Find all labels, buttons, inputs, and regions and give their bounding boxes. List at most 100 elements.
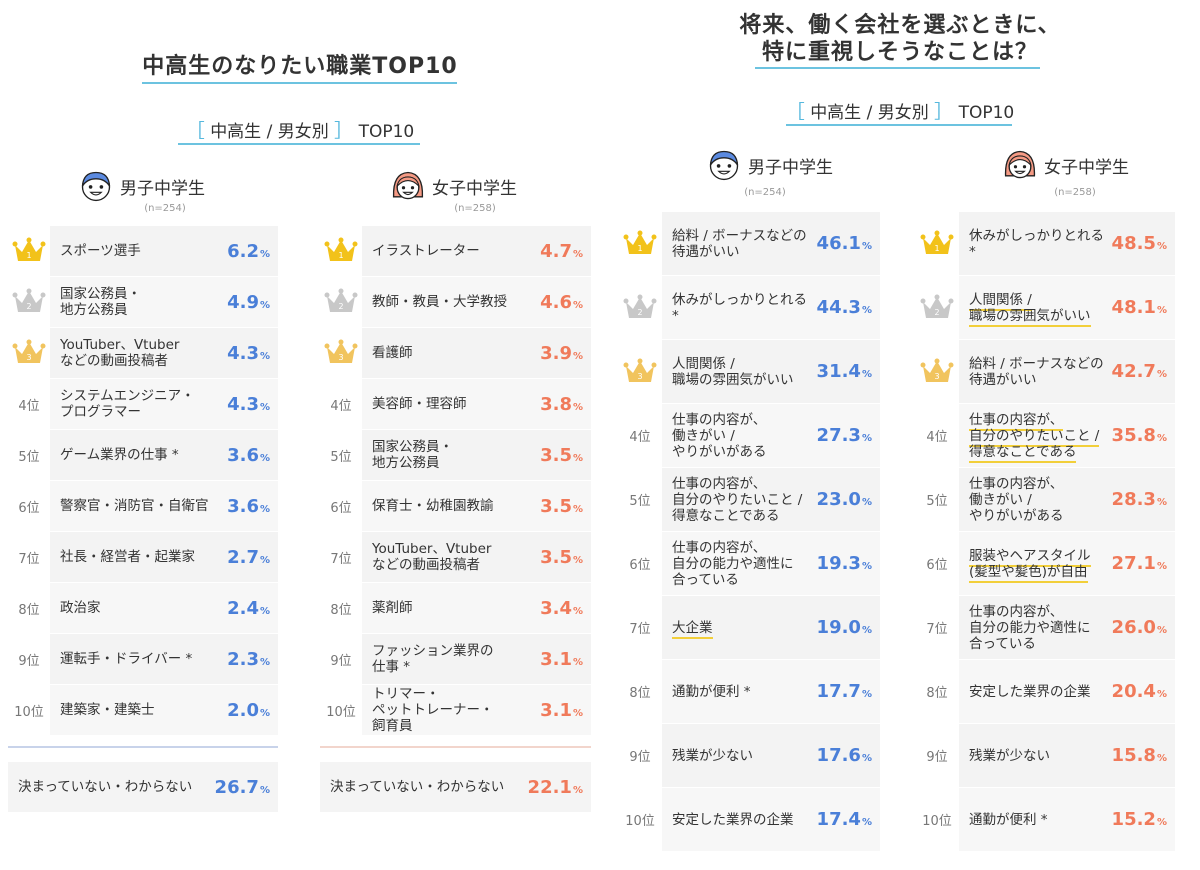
ranking-row: 9位 残業が少ない 17.6% <box>618 724 880 787</box>
ranking-cell: 政治家 2.4% <box>50 583 278 633</box>
item-value: 17.6% <box>816 745 872 766</box>
ranking-cell: 給料 / ボーナスなどの 待遇がいい 46.1% <box>662 212 880 275</box>
svg-text:3: 3 <box>26 353 31 362</box>
subtitle-text: 中高生 / 男女別 <box>210 122 329 142</box>
ranking-cell: 仕事の内容が、 自分の能力や適性に 合っている 26.0% <box>959 596 1175 659</box>
ranking-row: 8位 政治家 2.4% <box>8 583 278 633</box>
undecided-label: 決まっていない・わからない <box>18 779 193 795</box>
boy-face-icon <box>81 171 111 202</box>
ranking-cell: 仕事の内容が、 自分のやりたいこと / 得意なことである 35.8% <box>959 404 1175 467</box>
right-title-underline <box>755 67 1040 69</box>
item-value: 27.3% <box>816 425 872 446</box>
item-label: システムエンジニア・ プログラマー <box>60 388 195 420</box>
bronze-crown-icon: 3 <box>324 339 358 363</box>
item-label: YouTuber、Vtuber などの動画投稿者 <box>372 541 492 573</box>
item-label: 人間関係 / 職場の雰囲気がいい <box>969 291 1091 327</box>
rank-marker: 9位 <box>330 653 352 669</box>
item-label: 残業が少ない <box>672 747 753 764</box>
bracket-close: ］ <box>934 101 954 123</box>
divider <box>320 746 591 748</box>
item-label: イラストレーター <box>372 243 480 259</box>
item-label: トリマー・ ペットトレーナー・ 飼育員 <box>372 686 494 734</box>
ranking-cell: 仕事の内容が、 自分の能力や適性に 合っている 19.3% <box>662 532 880 595</box>
ranking-row: 5位 国家公務員・ 地方公務員 3.5% <box>320 430 591 480</box>
ranking-cell: 仕事の内容が、 自分のやりたいこと / 得意なことである 23.0% <box>662 468 880 531</box>
svg-text:3: 3 <box>338 353 343 362</box>
item-label: 仕事の内容が、 働きがい / やりがいがある <box>672 411 767 460</box>
bronze-crown-icon: 3 <box>920 358 954 382</box>
rank-marker: 3 <box>8 328 50 378</box>
ranking-row: 6位 服装やヘアスタイル (髪型や髪色)が自由 27.1% <box>915 532 1175 595</box>
rank-marker: 5位 <box>18 449 40 465</box>
item-value: 3.8% <box>540 393 583 415</box>
rank-marker: 1 <box>320 226 362 276</box>
ranking-row: 1 スポーツ選手 6.2% <box>8 226 278 276</box>
rank-marker: 7位 <box>18 551 40 567</box>
rank-marker: 7位 <box>629 622 651 637</box>
item-label: 残業が少ない <box>969 747 1050 764</box>
silver-crown-icon: 2 <box>324 288 358 312</box>
rank-marker: 7位 <box>330 551 352 567</box>
item-value: 27.1% <box>1111 553 1167 574</box>
ranking-cell: 建築家・建築士 2.0% <box>50 685 278 735</box>
ranking-cell: YouTuber、Vtuber などの動画投稿者 3.5% <box>362 532 591 582</box>
bracket-open: ［ <box>785 101 805 123</box>
bronze-crown-icon: 3 <box>12 339 46 363</box>
gender-label: 男子中学生 <box>748 157 833 178</box>
ranking-cell: 休みがしっかりとれる * 48.5% <box>959 212 1175 275</box>
ranking-cell: 安定した業界の企業 17.4% <box>662 788 880 851</box>
item-label: 人間関係 / 職場の雰囲気がいい <box>672 355 794 388</box>
item-value: 19.0% <box>816 617 872 638</box>
ranking-row: 2 教師・教員・大学教授 4.6% <box>320 277 591 327</box>
rank-marker: 3 <box>915 340 959 403</box>
boys-header: 男子中学生 <box>706 147 833 183</box>
item-value: 31.4% <box>816 361 872 382</box>
item-label: 教師・教員・大学教授 <box>372 294 507 310</box>
ranking-row: 5位 ゲーム業界の仕事 * 3.6% <box>8 430 278 480</box>
ranking-row: 1 イラストレーター 4.7% <box>320 226 591 276</box>
item-value: 48.5% <box>1111 233 1167 254</box>
ranking-row: 10位 安定した業界の企業 17.4% <box>618 788 880 851</box>
item-value: 15.8% <box>1111 745 1167 766</box>
ranking-row: 3 看護師 3.9% <box>320 328 591 378</box>
undecided-row: 決まっていない・わからない 26.7% <box>8 762 278 812</box>
item-label: 仕事の内容が、 自分のやりたいこと / 得意なことである <box>672 475 803 524</box>
item-value: 3.9% <box>540 342 583 364</box>
item-label: 休みがしっかりとれる * <box>672 291 807 324</box>
ranking-cell: 残業が少ない 17.6% <box>662 724 880 787</box>
ranking-row: 1 休みがしっかりとれる * 48.5% <box>915 212 1175 275</box>
ranking-cell: 給料 / ボーナスなどの 待遇がいい 42.7% <box>959 340 1175 403</box>
item-value: 17.7% <box>816 681 872 702</box>
rank-marker: 10位 <box>922 814 952 829</box>
ranking-row: 4位 美容師・理容師 3.8% <box>320 379 591 429</box>
item-label: 運転手・ドライバー * <box>60 651 193 667</box>
svg-text:2: 2 <box>934 308 939 317</box>
ranking-cell: 通勤が便利 * 17.7% <box>662 660 880 723</box>
item-label: 美容師・理容師 <box>372 396 467 412</box>
sample-size: (n=258) <box>1054 187 1096 198</box>
item-value: 2.7% <box>227 546 270 568</box>
item-value: 3.6% <box>227 495 270 517</box>
item-label: 国家公務員・ 地方公務員 <box>372 439 453 471</box>
boys-header: 男子中学生 <box>78 168 205 204</box>
item-value: 3.5% <box>540 495 583 517</box>
left-subtitle-underline <box>178 143 420 145</box>
right-title-line2: 特に重視しそうなことは？ <box>761 40 1038 65</box>
ranking-row: 8位 通勤が便利 * 17.7% <box>618 660 880 723</box>
item-value: 15.2% <box>1111 809 1167 830</box>
undecided-value: 26.7% <box>214 776 270 798</box>
item-label: 仕事の内容が、 自分の能力や適性に 合っている <box>969 603 1091 652</box>
item-label: スポーツ選手 <box>60 243 141 259</box>
ranking-cell: システムエンジニア・ プログラマー 4.3% <box>50 379 278 429</box>
item-value: 42.7% <box>1111 361 1167 382</box>
rank-marker: 8位 <box>330 602 352 618</box>
ranking-row: 2 休みがしっかりとれる * 44.3% <box>618 276 880 339</box>
gold-crown-icon: 1 <box>12 237 46 261</box>
item-label: 通勤が便利 * <box>969 811 1048 828</box>
left-title-underline <box>142 82 457 84</box>
item-label: 仕事の内容が、 自分のやりたいこと / 得意なことである <box>969 411 1100 463</box>
undecided-label: 決まっていない・わからない <box>330 779 505 795</box>
ranking-row: 6位 仕事の内容が、 自分の能力や適性に 合っている 19.3% <box>618 532 880 595</box>
girls-header: 女子中学生 <box>1002 147 1129 183</box>
item-value: 6.2% <box>227 240 270 262</box>
